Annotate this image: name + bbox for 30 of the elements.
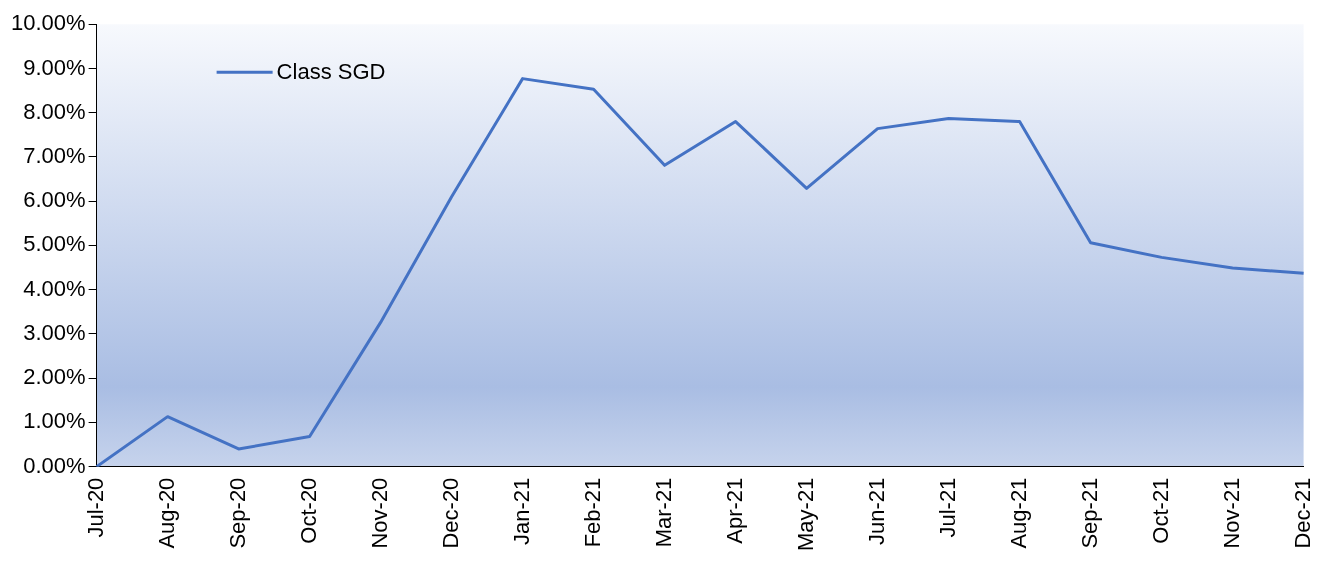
- legend-label: Class SGD: [276, 59, 386, 85]
- x-tick-label: Apr-21: [721, 477, 747, 544]
- x-tick-label: Dec-20: [437, 477, 463, 549]
- y-tick-label: 6.00%: [23, 187, 86, 213]
- y-tick-label: 2.00%: [23, 364, 86, 390]
- x-tick-label: May-21: [792, 477, 818, 551]
- y-tick-label: 4.00%: [23, 275, 86, 301]
- y-tick-label: 10.00%: [10, 10, 86, 36]
- y-tick-label: 0.00%: [23, 452, 86, 478]
- y-tick-label: 8.00%: [23, 98, 86, 124]
- x-tick-label: Nov-20: [366, 477, 392, 549]
- x-tick-label: Sep-20: [224, 477, 250, 549]
- y-tick-label: 1.00%: [23, 408, 86, 434]
- y-tick-label: 9.00%: [23, 54, 86, 80]
- x-tick-label: Mar-21: [650, 477, 676, 548]
- x-tick-label: Oct-20: [295, 477, 321, 544]
- x-tick-label: Oct-21: [1147, 477, 1173, 544]
- x-tick-label: Jul-21: [934, 477, 960, 538]
- x-tick-label: Dec-21: [1289, 477, 1315, 549]
- x-tick-label: Jul-20: [82, 477, 108, 538]
- x-tick-label: Nov-21: [1218, 477, 1244, 549]
- y-tick-label: 5.00%: [23, 231, 86, 257]
- x-tick-label: Sep-21: [1076, 477, 1102, 549]
- x-tick-label: Jun-21: [863, 477, 889, 545]
- y-tick-label: 7.00%: [23, 142, 86, 168]
- x-tick-label: Feb-21: [579, 477, 605, 548]
- x-tick-label: Jan-21: [508, 477, 534, 545]
- x-tick-label: Aug-20: [153, 477, 179, 549]
- y-tick-label: 3.00%: [23, 319, 86, 345]
- x-tick-label: Aug-21: [1005, 477, 1031, 549]
